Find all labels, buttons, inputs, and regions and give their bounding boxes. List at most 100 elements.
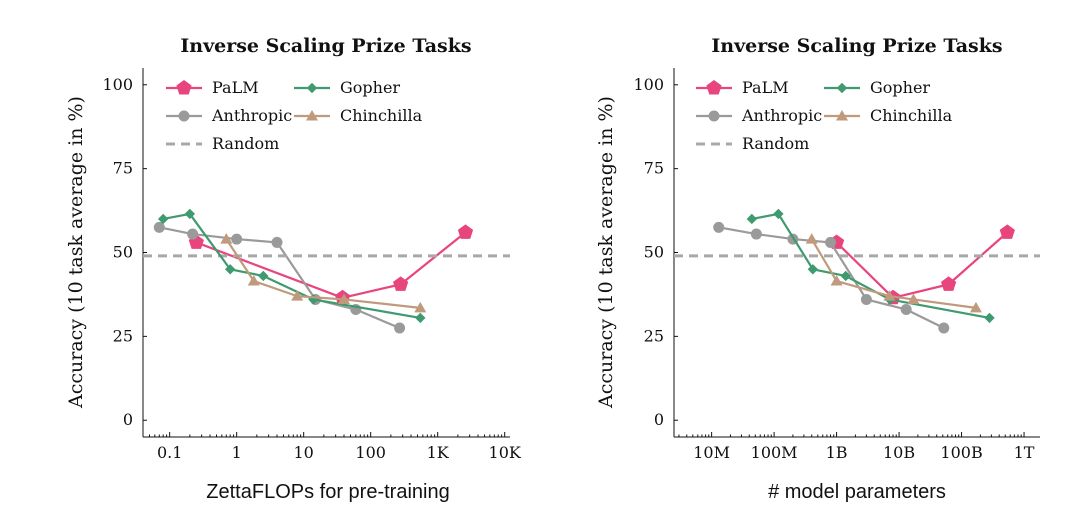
gopher-line [162, 212, 421, 319]
x-tick-label: 10 [293, 443, 313, 462]
y-tick-label: 100 [102, 75, 133, 94]
y-tick-label: 0 [654, 410, 664, 429]
legend-label: PaLM [212, 78, 259, 97]
chinchilla-point [907, 293, 920, 304]
x-tick-label: 100B [940, 443, 982, 462]
anthropic-point [938, 322, 950, 334]
legend-label: PaLM [742, 78, 789, 97]
legend: PaLM Anthropic Random Gopher Chinchilla [166, 78, 423, 153]
x-tick-label: 100 [355, 443, 386, 462]
chinchilla-point [338, 293, 351, 304]
y-tick-label: 50 [113, 243, 133, 262]
chart-panel-flops: Inverse Scaling Prize Tasks Accuracy (10… [65, 35, 522, 503]
chart-panel-params: Inverse Scaling Prize Tasks Accuracy (10… [595, 35, 1040, 503]
legend-item-gopher: Gopher [294, 78, 400, 97]
y-axis-label: Accuracy (10 task average in %) [595, 96, 617, 409]
legend-item-anthropic: Anthropic [696, 106, 822, 125]
palm-line [835, 231, 1009, 299]
legend: PaLM Anthropic Random Gopher Chinchilla [696, 78, 953, 153]
palm-point [940, 276, 957, 291]
legend-marker [306, 110, 318, 121]
gopher-point [415, 312, 426, 324]
chinchilla-point [883, 290, 896, 301]
gopher-point [258, 270, 269, 282]
legend-marker [178, 110, 190, 122]
anthropic-point [153, 221, 165, 233]
x-tick-label: 10B [883, 443, 915, 462]
legend-label: Chinchilla [340, 106, 423, 125]
gopher-point [807, 264, 819, 275]
x-axis-label: ZettaFLOPs for pre-training [206, 481, 449, 503]
legend-marker [306, 82, 318, 94]
legend-label: Anthropic [211, 106, 292, 125]
chinchilla-point [414, 301, 427, 313]
x-tick-label: 10K [489, 443, 522, 462]
legend-label: Random [212, 134, 279, 153]
chinchilla-point [247, 275, 260, 286]
legend-label: Chinchilla [870, 106, 953, 125]
chart-title: Inverse Scaling Prize Tasks [180, 35, 471, 57]
gopher-point [224, 264, 236, 275]
x-axis-label: # model parameters [768, 481, 946, 503]
anthropic-point [860, 293, 872, 305]
chinchilla-point [291, 290, 304, 301]
y-tick-label: 100 [633, 75, 664, 94]
legend-label: Gopher [870, 78, 930, 97]
legend-marker [176, 80, 192, 95]
anthropic-point [750, 228, 762, 240]
anthropic-point [231, 233, 243, 245]
y-axis-label: Accuracy (10 task average in %) [65, 96, 87, 409]
y-tick-label: 50 [644, 243, 664, 262]
x-tick-label: 100M [751, 443, 798, 462]
chinchilla-point [830, 275, 843, 286]
gopher-point [184, 208, 196, 220]
legend-item-gopher: Gopher [824, 78, 930, 97]
y-tick-label: 0 [123, 410, 133, 429]
legend-item-chinchilla: Chinchilla [294, 106, 423, 125]
x-tick-label: 1 [232, 443, 242, 462]
legend-label: Random [742, 134, 809, 153]
gopher-line [751, 212, 990, 319]
anthropic-point [900, 304, 912, 316]
legend-marker [706, 80, 722, 95]
legend-item-anthropic: Anthropic [166, 106, 292, 125]
x-tick-label: 1T [1014, 443, 1035, 462]
legend-marker [836, 82, 848, 94]
anthropic-point [394, 322, 406, 334]
legend-marker [836, 110, 848, 121]
chinchilla-point [969, 301, 982, 313]
legend-item-random: Random [166, 134, 279, 153]
palm-line [195, 231, 467, 299]
y-tick-label: 75 [644, 159, 664, 178]
palm-point [457, 224, 474, 239]
plot-area: 0 25 50 75 100 10M 100M 1B 10B 100B 1T PaLM Anthropi… [633, 68, 1040, 462]
chart-title: Inverse Scaling Prize Tasks [711, 35, 1002, 57]
legend-label: Gopher [340, 78, 400, 97]
y-tick-label: 25 [113, 326, 133, 345]
anthropic-point [271, 236, 283, 248]
x-tick-label: 1K [427, 443, 450, 462]
x-tick-label: 1B [826, 443, 848, 462]
x-tick-label: 10M [693, 443, 730, 462]
chinchilla-point [805, 233, 818, 244]
gopher-point [984, 312, 995, 324]
anthropic-point [187, 228, 199, 240]
palm-point [393, 276, 409, 291]
y-tick-label: 75 [113, 159, 133, 178]
legend-item-palm: PaLM [696, 78, 789, 97]
y-tick-label: 25 [644, 326, 664, 345]
gopher-point [840, 270, 851, 282]
gopher-point [746, 213, 758, 225]
chinchilla-point [220, 233, 233, 244]
x-tick-label: 0.1 [157, 443, 182, 462]
plot-area: 0 25 50 75 100 0.1 1 10 100 1K 10K PaLM Anthropic Ran… [102, 68, 522, 462]
anthropic-point [825, 236, 837, 248]
anthropic-point [713, 221, 725, 233]
legend-marker [708, 110, 720, 122]
palm-point [999, 224, 1015, 239]
legend-label: Anthropic [741, 106, 822, 125]
gopher-point [157, 213, 169, 225]
legend-item-chinchilla: Chinchilla [824, 106, 953, 125]
legend-item-palm: PaLM [166, 78, 259, 97]
